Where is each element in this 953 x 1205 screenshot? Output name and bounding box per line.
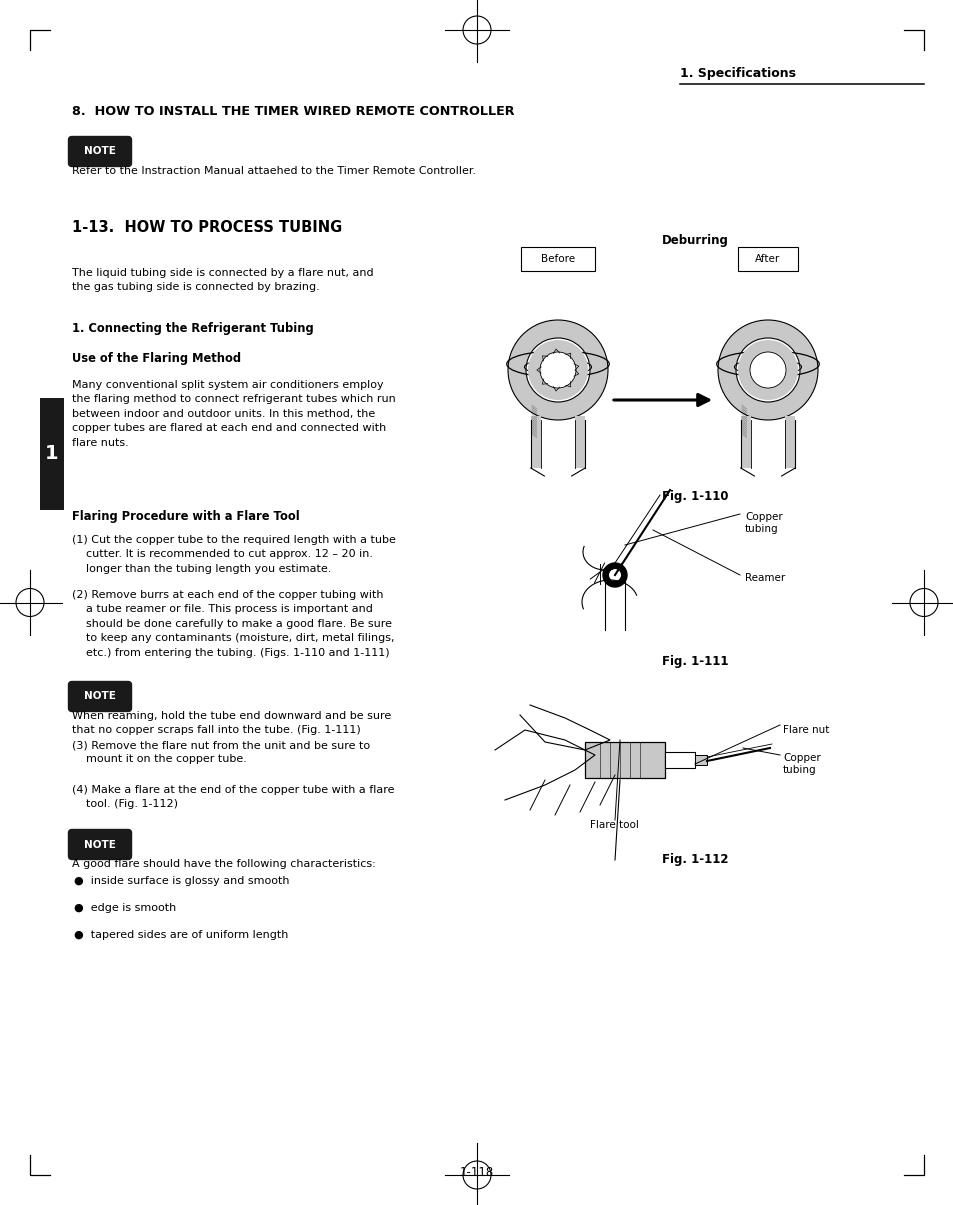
Bar xyxy=(738,247,797,271)
Circle shape xyxy=(738,340,797,400)
Text: Before: Before xyxy=(540,254,575,264)
FancyBboxPatch shape xyxy=(69,829,132,859)
Circle shape xyxy=(527,340,587,400)
Text: (2) Remove burrs at each end of the copper tubing with
    a tube reamer or file: (2) Remove burrs at each end of the copp… xyxy=(71,590,395,658)
Text: Flaring Procedure with a Flare Tool: Flaring Procedure with a Flare Tool xyxy=(71,510,299,523)
Text: ●  inside surface is glossy and smooth: ● inside surface is glossy and smooth xyxy=(74,876,289,886)
Text: Deburring: Deburring xyxy=(660,234,728,247)
Text: After: After xyxy=(755,254,780,264)
Text: 1. Connecting the Refrigerant Tubing: 1. Connecting the Refrigerant Tubing xyxy=(71,322,314,335)
Circle shape xyxy=(539,352,576,388)
Text: 8.  HOW TO INSTALL THE TIMER WIRED REMOTE CONTROLLER: 8. HOW TO INSTALL THE TIMER WIRED REMOTE… xyxy=(71,105,514,118)
Text: ●  edge is smooth: ● edge is smooth xyxy=(74,903,176,913)
Text: A good flare should have the following characteristics:: A good flare should have the following c… xyxy=(71,859,375,869)
Text: Fig. 1-112: Fig. 1-112 xyxy=(661,853,727,866)
Text: NOTE: NOTE xyxy=(84,840,116,850)
Text: Use of the Flaring Method: Use of the Flaring Method xyxy=(71,352,241,365)
Text: NOTE: NOTE xyxy=(84,147,116,157)
Bar xyxy=(520,247,595,271)
Text: Copper
tubing: Copper tubing xyxy=(782,753,820,775)
Circle shape xyxy=(749,352,785,388)
Text: ●  tapered sides are of uniform length: ● tapered sides are of uniform length xyxy=(74,930,288,940)
Text: Many conventional split system air conditioners employ
the flaring method to con: Many conventional split system air condi… xyxy=(71,380,395,447)
Text: The liquid tubing side is connected by a flare nut, and
the gas tubing side is c: The liquid tubing side is connected by a… xyxy=(71,268,374,293)
Text: NOTE: NOTE xyxy=(84,692,116,701)
Bar xyxy=(784,416,795,468)
Circle shape xyxy=(602,563,626,587)
Circle shape xyxy=(608,569,620,581)
FancyBboxPatch shape xyxy=(69,682,132,711)
Bar xyxy=(740,416,750,468)
Text: Fig. 1-111: Fig. 1-111 xyxy=(661,656,727,668)
Bar xyxy=(40,398,64,510)
FancyBboxPatch shape xyxy=(69,136,132,166)
Text: Copper
tubing: Copper tubing xyxy=(744,512,781,534)
Text: 1: 1 xyxy=(45,445,59,464)
Bar xyxy=(584,742,664,778)
Text: 1. Specifications: 1. Specifications xyxy=(679,67,795,80)
Text: Refer to the Instraction Manual attaehed to the Timer Remote Controller.: Refer to the Instraction Manual attaehed… xyxy=(71,166,476,176)
Text: Flare tool: Flare tool xyxy=(589,819,639,830)
Wedge shape xyxy=(507,321,607,421)
Bar xyxy=(695,756,706,765)
Text: (4) Make a flare at the end of the copper tube with a flare
    tool. (Fig. 1-11: (4) Make a flare at the end of the coppe… xyxy=(71,784,395,810)
Text: Fig. 1-110: Fig. 1-110 xyxy=(661,490,727,502)
Bar xyxy=(530,416,540,468)
Text: 1-118: 1-118 xyxy=(459,1165,494,1178)
Text: (1) Cut the copper tube to the required length with a tube
    cutter. It is rec: (1) Cut the copper tube to the required … xyxy=(71,535,395,574)
Text: 1-13.  HOW TO PROCESS TUBING: 1-13. HOW TO PROCESS TUBING xyxy=(71,221,342,235)
Wedge shape xyxy=(718,321,817,421)
Bar xyxy=(664,752,695,768)
Text: Reamer: Reamer xyxy=(744,574,784,583)
Text: (3) Remove the flare nut from the unit and be sure to
    mount it on the copper: (3) Remove the flare nut from the unit a… xyxy=(71,740,370,764)
Text: When reaming, hold the tube end downward and be sure
that no copper scraps fall : When reaming, hold the tube end downward… xyxy=(71,711,391,735)
Text: Flare nut: Flare nut xyxy=(782,725,828,735)
Bar xyxy=(575,416,584,468)
